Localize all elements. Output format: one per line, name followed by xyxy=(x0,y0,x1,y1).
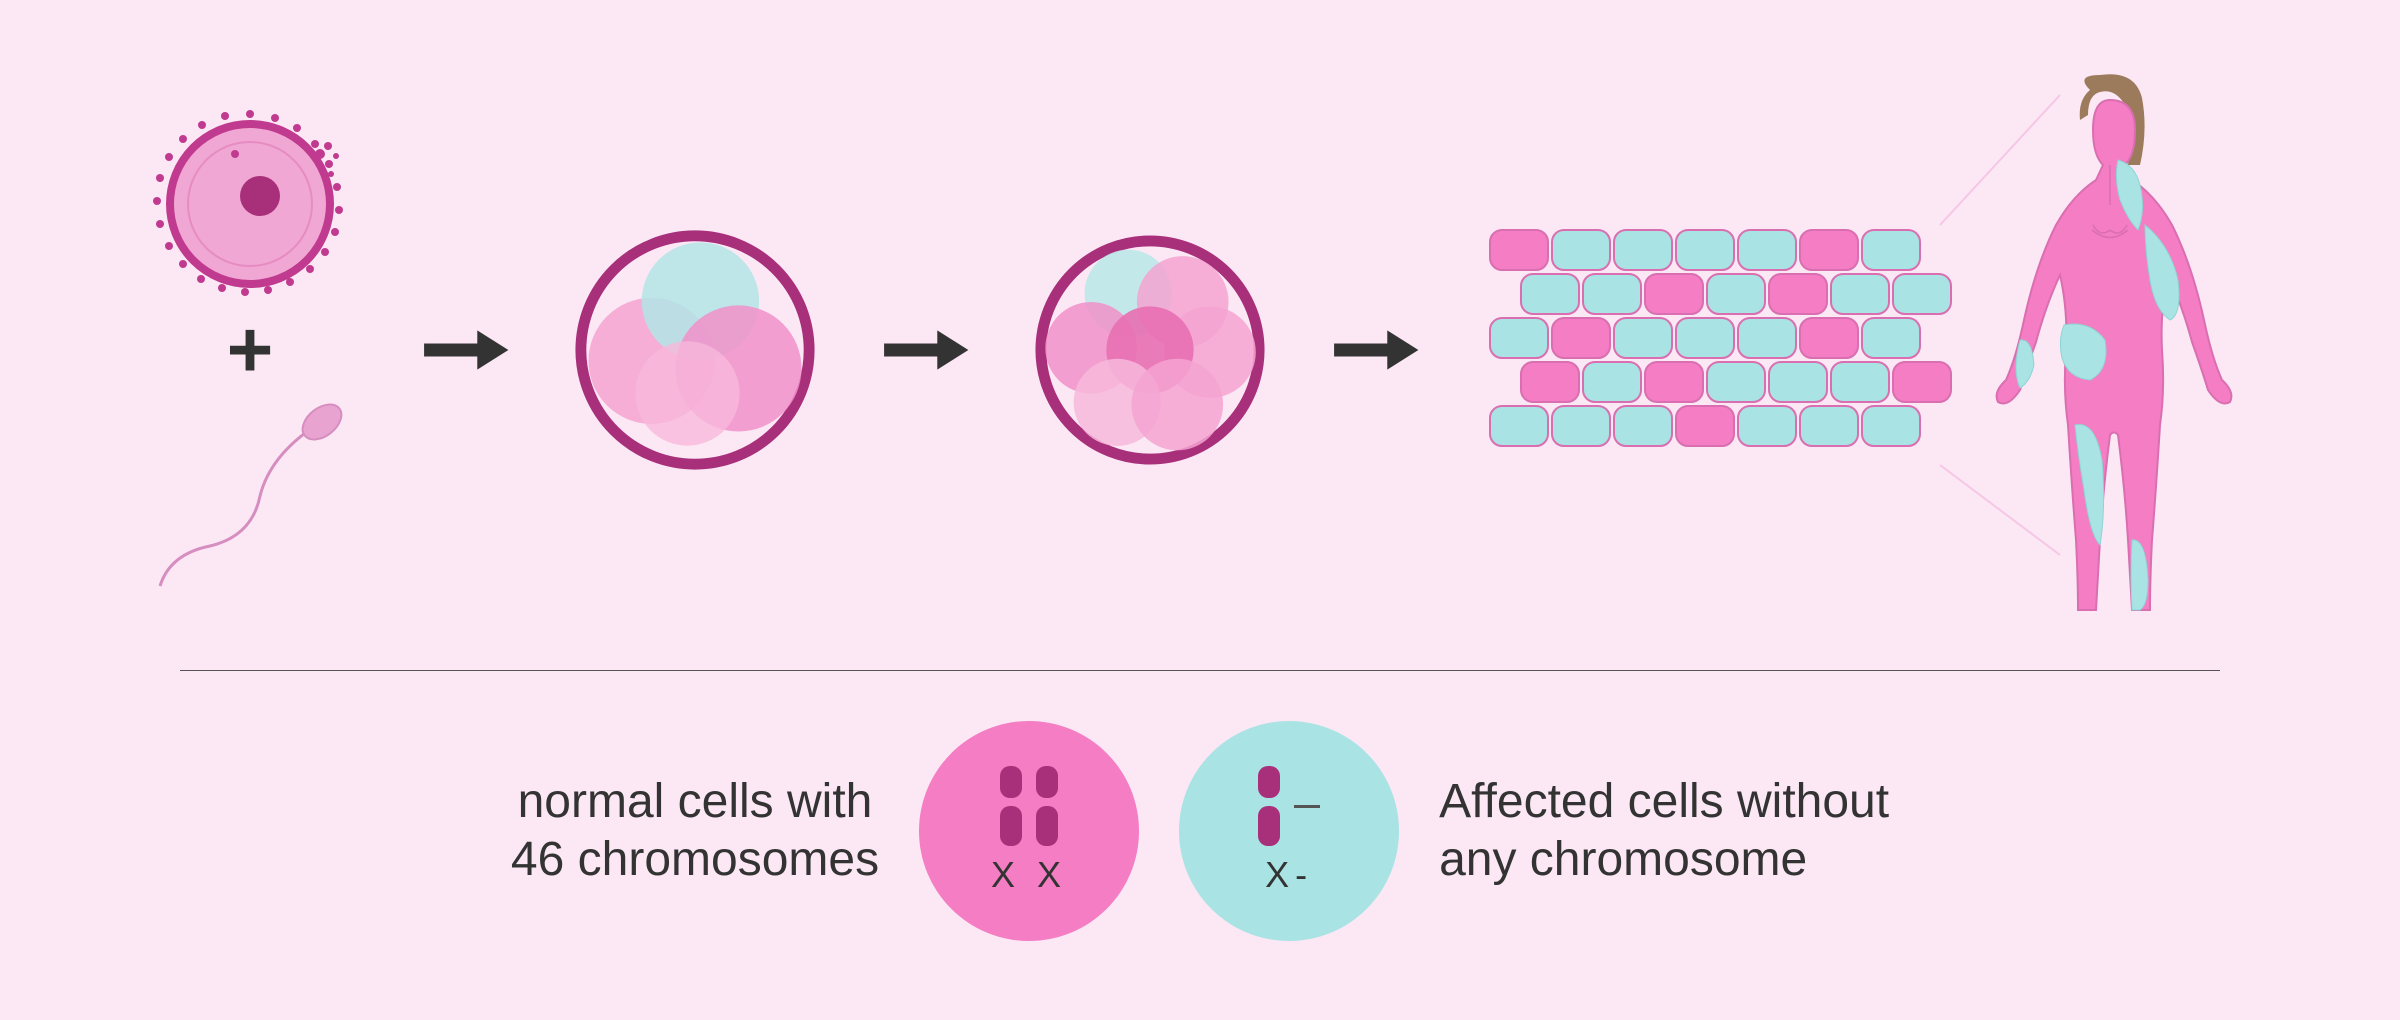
legend-normal-circle: X X xyxy=(919,721,1139,941)
plus-icon: + xyxy=(227,310,274,390)
legend-row: normal cells with 46 chromosomes X X X- … xyxy=(0,671,2400,941)
arrow-icon xyxy=(880,320,970,380)
flow-row: + xyxy=(0,0,2400,640)
legend-normal-label: normal cells with 46 chromosomes xyxy=(511,773,879,888)
legend-affected-circle: X- xyxy=(1179,721,1399,941)
human-figure-icon xyxy=(1960,70,2260,630)
arrow-icon xyxy=(420,320,510,380)
arrow-icon xyxy=(1330,320,1420,380)
embryo-4cell-icon xyxy=(570,225,820,475)
affected-chromosomes xyxy=(1258,766,1320,846)
gametes-column: + xyxy=(140,104,360,596)
tissue-mosaic-icon xyxy=(1480,135,1950,565)
mosaic-result xyxy=(1480,70,2260,630)
normal-karyotype-label: X X xyxy=(991,854,1067,896)
egg-icon xyxy=(145,104,355,304)
affected-karyotype-label: X- xyxy=(1265,854,1313,896)
normal-chromosomes xyxy=(1000,766,1058,846)
embryo-8cell-icon xyxy=(1030,230,1270,470)
legend-affected-label: Affected cells without any chromosome xyxy=(1439,773,1889,888)
sperm-icon xyxy=(140,396,360,596)
